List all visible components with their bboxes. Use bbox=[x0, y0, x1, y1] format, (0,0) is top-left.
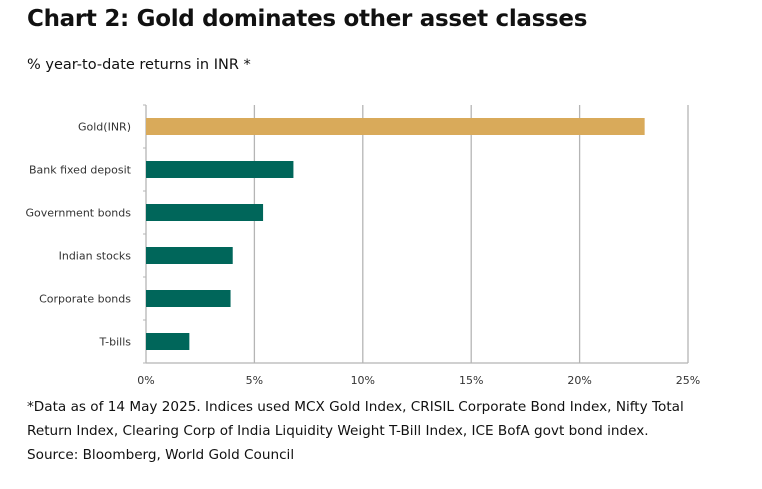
footnote-line: Return Index, Clearing Corp of India Liq… bbox=[27, 423, 649, 439]
chart-subtitle: % year-to-date returns in INR * bbox=[27, 57, 251, 73]
bar-government-bonds bbox=[146, 204, 264, 221]
footnotes: *Data as of 14 May 2025. Indices used MC… bbox=[27, 395, 747, 467]
chart-title: Chart 2: Gold dominates other asset clas… bbox=[27, 6, 588, 32]
bar-chart: 0% 5% 10% 15% 20% 25% Gold(INR) Bank fixed depo… bbox=[26, 104, 700, 387]
footnote-line: Source: Bloomberg, World Gold Council bbox=[27, 447, 295, 463]
bar-gold-inr- bbox=[146, 118, 645, 135]
y-category-label: Corporate bonds bbox=[39, 293, 131, 306]
x-tick-label: 15% bbox=[459, 374, 483, 387]
y-category-label: Gold(INR) bbox=[78, 121, 131, 134]
x-tick-label: 10% bbox=[351, 374, 375, 387]
x-tick-label: 5% bbox=[246, 374, 263, 387]
bar-indian-stocks bbox=[146, 247, 233, 264]
x-tick-label: 0% bbox=[137, 374, 154, 387]
y-category-label: Government bonds bbox=[26, 207, 132, 220]
bar-corporate-bonds bbox=[146, 290, 231, 307]
x-tick-label: 20% bbox=[567, 374, 591, 387]
y-category-label: Indian stocks bbox=[59, 250, 132, 263]
x-tick-label: 25% bbox=[676, 374, 700, 387]
y-category-label: T-bills bbox=[98, 336, 131, 349]
footnote-line: *Data as of 14 May 2025. Indices used MC… bbox=[27, 399, 684, 415]
y-category-label: Bank fixed deposit bbox=[29, 164, 132, 177]
bar-bank-fixed-deposit bbox=[146, 161, 294, 178]
bar-t-bills bbox=[146, 333, 190, 350]
